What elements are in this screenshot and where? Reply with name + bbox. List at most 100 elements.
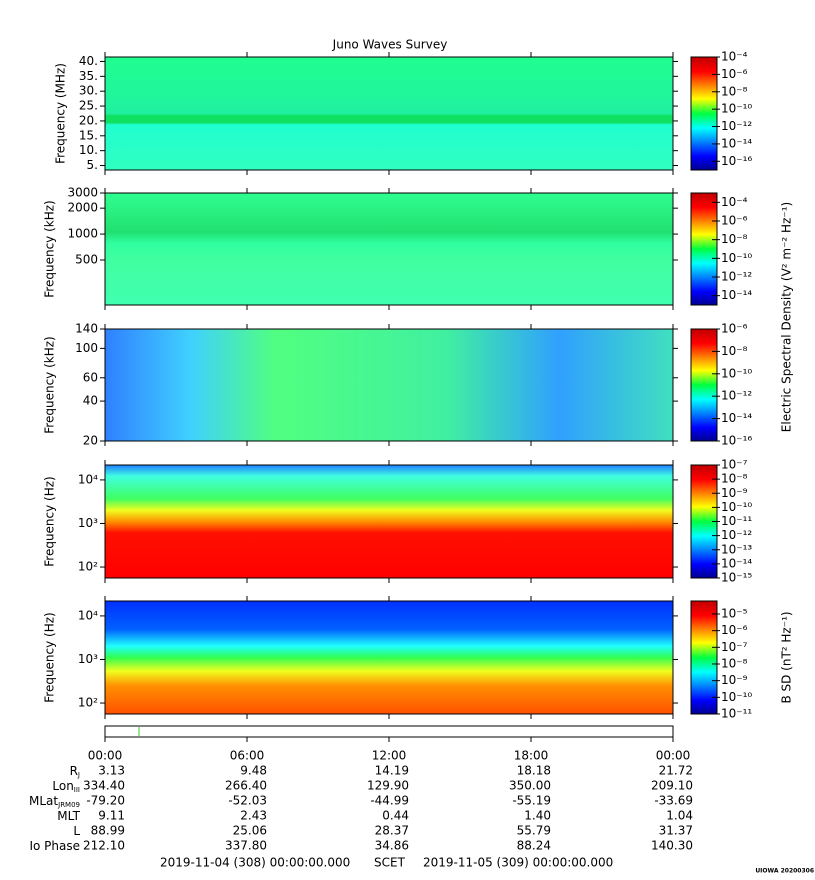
colorbar-tick-label: 10⁻¹⁰ (721, 251, 752, 265)
ephemeris-value: -55.19 (512, 794, 551, 808)
title: Juno Waves Survey (332, 38, 448, 52)
colorbar-tick-label: 10⁻⁷ (721, 458, 748, 472)
ephemeris-label-sub: JRM09 (57, 801, 80, 809)
ephemeris-value: 9.48 (240, 764, 267, 778)
colorbar-tick-label: 10⁻⁶ (721, 67, 748, 81)
ephemeris-value: 88.99 (91, 824, 125, 838)
colorbar-tick-label: 10⁻⁶ (721, 322, 748, 336)
ephemeris-value: 21.72 (659, 764, 693, 778)
y-tick-label: 2000 (67, 201, 98, 215)
ephemeris-value: -52.03 (228, 794, 267, 808)
y-tick-label: 5. (87, 158, 98, 172)
y-tick-label: 60 (83, 370, 98, 384)
time-label: 18:00 (514, 749, 549, 763)
ephemeris-value: -79.20 (86, 794, 125, 808)
spectrogram (105, 329, 673, 441)
y-tick-label: 10. (79, 143, 98, 157)
time-label: 00:00 (88, 749, 123, 763)
ephemeris-value: 2.43 (240, 809, 267, 823)
ephemeris-value: 350.00 (509, 779, 551, 793)
y-tick-label: 140 (75, 322, 98, 336)
colorbar-tick-label: 10⁻¹⁴ (721, 411, 752, 425)
colorbar-tick-label: 10⁻¹⁰ (721, 102, 752, 116)
y-tick-label: 10³ (78, 652, 98, 666)
y-tick-label: 10³ (78, 516, 98, 530)
y-axis-label: Frequency (kHz) (43, 336, 57, 433)
footer-end: 2019-11-05 (309) 00:00:00.000 (423, 856, 613, 870)
ephemeris-value: 18.18 (517, 764, 551, 778)
y-axis-label: Frequency (Hz) (43, 476, 57, 567)
y-axis-label: Frequency (kHz) (43, 200, 57, 297)
y-tick-label: 15. (79, 128, 98, 142)
colorbar-label: Electric Spectral Density (V² m⁻² Hz⁻¹) (780, 202, 794, 432)
colorbar-tick-label: 10⁻⁶ (721, 214, 748, 228)
colorbar-tick-label: 10⁻⁸ (721, 656, 748, 670)
ephemeris-label: MLatJRM09 (29, 794, 80, 810)
y-axis-label: Frequency (Hz) (43, 612, 57, 703)
colorbar-tick-label: 10⁻⁸ (721, 344, 748, 358)
ephemeris-value: 1.04 (666, 809, 693, 823)
y-tick-label: 25. (79, 99, 98, 113)
ephemeris-label: RJ (70, 764, 80, 780)
y-tick-label: 20. (79, 113, 98, 127)
y-tick-label: 500 (75, 252, 98, 266)
ephemeris-value: -33.69 (654, 794, 693, 808)
y-tick-label: 10⁴ (78, 472, 98, 486)
ephemeris-value: 34.86 (375, 839, 409, 853)
colorbar-tick-label: 10⁻¹¹ (721, 707, 752, 721)
ephemeris-label-sub: J (77, 771, 80, 779)
ephemeris-value: 0.44 (382, 809, 409, 823)
colorbar-tick-label: 10⁻¹² (721, 389, 752, 403)
colorbar-tick-label: 10⁻¹⁴ (721, 288, 752, 302)
colorbar-label: B SD (nT² Hz⁻¹) (780, 611, 794, 703)
ephemeris-value: 88.24 (517, 839, 551, 853)
colorbar-tick-label: 10⁻⁸ (721, 472, 748, 486)
colorbar-tick-label: 10⁻⁹ (721, 486, 748, 500)
ephemeris-label-text: Io Phase (29, 839, 80, 853)
ephemeris-label-text: Lon (52, 779, 73, 793)
y-tick-label: 40. (79, 54, 98, 68)
ephemeris-value: 9.11 (98, 809, 125, 823)
colorbar-tick-label: 10⁻¹⁶ (721, 434, 752, 448)
ephemeris-value: 337.80 (225, 839, 267, 853)
footer-stamp: UIOWA 20200306 (755, 868, 814, 875)
colorbar-tick-label: 10⁻¹⁵ (721, 571, 752, 585)
y-tick-label: 10⁴ (78, 608, 98, 622)
ephemeris-label-text: MLat (29, 794, 58, 808)
spectrogram (105, 193, 673, 305)
y-axis-label: Frequency (MHz) (54, 63, 68, 164)
colorbar-tick-label: 10⁻¹² (721, 270, 752, 284)
ephemeris-value: 28.37 (375, 824, 409, 838)
colorbar-tick-label: 10⁻¹⁰ (721, 366, 752, 380)
colorbar-tick-label: 10⁻¹⁶ (721, 154, 752, 168)
y-tick-label: 10² (78, 696, 98, 710)
colorbar-tick-label: 10⁻⁴ (721, 195, 748, 209)
ephemeris-value: 212.10 (83, 839, 125, 853)
ephemeris-value: 14.19 (375, 764, 409, 778)
colorbar-tick-label: 10⁻⁸ (721, 84, 748, 98)
colorbar-tick-label: 10⁻⁹ (721, 673, 748, 687)
colorbar-tick-label: 10⁻¹⁰ (721, 690, 752, 704)
ephemeris-value: 55.79 (517, 824, 551, 838)
time-label: 06:00 (230, 749, 265, 763)
spectrogram (105, 57, 673, 170)
colorbar (690, 56, 718, 171)
colorbar (690, 192, 718, 306)
ephemeris-value: 3.13 (98, 764, 125, 778)
y-tick-label: 1000 (67, 227, 98, 241)
ephemeris-label: MLT (57, 809, 80, 823)
ephemeris-value: 266.40 (225, 779, 267, 793)
orbit-strip (104, 725, 674, 738)
ephemeris-value: 209.10 (651, 779, 693, 793)
colorbar-tick-label: 10⁻⁶ (721, 623, 748, 637)
colorbar (690, 328, 718, 442)
ephemeris-value: 31.37 (659, 824, 693, 838)
spectrogram (105, 601, 673, 714)
spectrogram (105, 465, 673, 578)
ephemeris-label: LonIII (52, 779, 80, 795)
colorbar-tick-label: 10⁻⁴ (721, 50, 748, 64)
y-tick-label: 10² (78, 560, 98, 574)
ephemeris-label-text: R (70, 764, 78, 778)
ephemeris-value: -44.99 (370, 794, 409, 808)
